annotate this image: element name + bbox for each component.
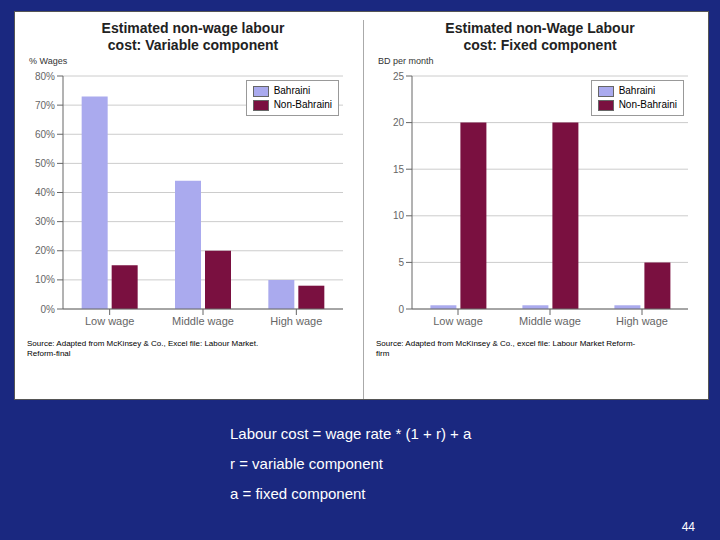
svg-text:High wage: High wage [616, 315, 668, 327]
svg-text:Low wage: Low wage [433, 315, 483, 327]
html-text:r = variable component: r = variable component [230, 455, 383, 472]
svg-text:25: 25 [393, 71, 405, 82]
html-text:Non-Bahraini: Non-Bahraini [618, 99, 677, 110]
html-text:Non-Bahraini: Non-Bahraini [273, 99, 332, 110]
svg-text:15: 15 [393, 164, 405, 175]
svg-text:0: 0 [398, 304, 404, 315]
svg-text:10: 10 [393, 210, 405, 221]
html-text:a = fixed component: a = fixed component [230, 485, 366, 502]
html-text:Source: Adapted from McKinsey: Source: Adapted from McKinsey & Co., exc… [376, 339, 636, 358]
svg-text:50%: 50% [35, 158, 55, 169]
html-text:Bahraini: Bahraini [618, 85, 656, 96]
html-text:Estimated non-wage labour cost: Estimated non-wage labour cost: Variable… [101, 20, 285, 53]
svg-text:5: 5 [398, 257, 404, 268]
svg-text:70%: 70% [35, 100, 55, 111]
html-text:Labour cost = wage rate * (1 +: Labour cost = wage rate * (1 + r) + a [230, 425, 472, 442]
svg-text:10%: 10% [35, 274, 55, 285]
svg-text:30%: 30% [35, 216, 55, 227]
html-text:BD per month: BD per month [378, 56, 434, 66]
svg-text:High wage: High wage [270, 315, 322, 327]
svg-text:20: 20 [393, 117, 405, 128]
html-text:Bahraini: Bahraini [273, 85, 311, 96]
svg-text:80%: 80% [35, 71, 55, 82]
svg-text:0%: 0% [41, 304, 56, 315]
html-text:% Wages: % Wages [29, 56, 68, 66]
html-text:Source: Adapted from McKinsey: Source: Adapted from McKinsey & Co., Exc… [27, 339, 259, 358]
svg-text:Low wage: Low wage [85, 315, 135, 327]
svg-text:60%: 60% [35, 129, 55, 140]
svg-text:40%: 40% [35, 187, 55, 198]
svg-text:20%: 20% [35, 245, 55, 256]
svg-text:Middle wage: Middle wage [519, 315, 581, 327]
html-text:Estimated non-Wage Labour cost: Estimated non-Wage Labour cost: Fixed co… [445, 20, 635, 53]
svg-text:Middle wage: Middle wage [172, 315, 234, 327]
html-text:44: 44 [681, 520, 695, 534]
